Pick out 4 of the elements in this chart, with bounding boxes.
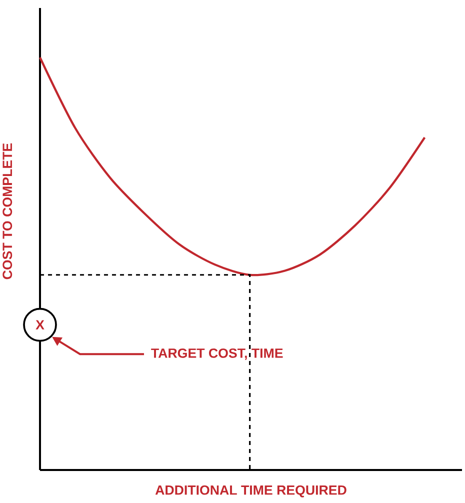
y-axis-title: COST TO COMPLETE bbox=[2, 143, 12, 280]
annotation: X bbox=[36, 320, 44, 330]
x-axis-title: ADDITIONAL TIME REQUIRED bbox=[155, 485, 346, 498]
annotation: TARGET COST, TIME bbox=[151, 348, 283, 360]
